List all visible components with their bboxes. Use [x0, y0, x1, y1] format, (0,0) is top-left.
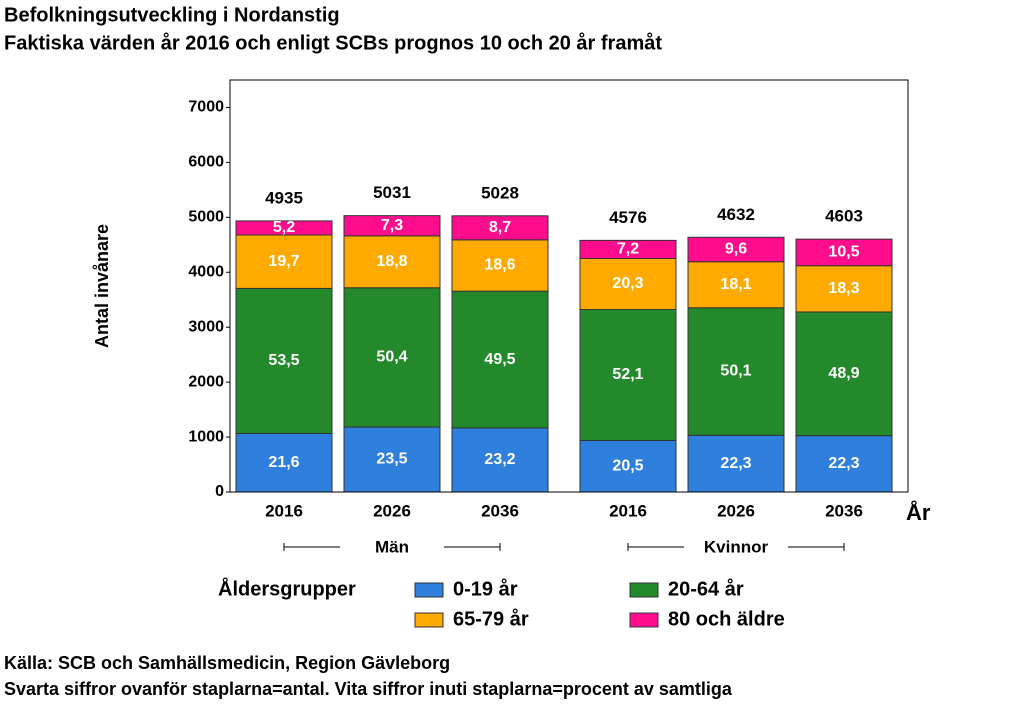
y-tick-label: 6000: [188, 154, 224, 171]
segment-label: 50,1: [720, 363, 751, 380]
bar-segment: [343, 426, 441, 493]
y-tick-label: 4000: [188, 263, 224, 280]
bar-segment: [687, 434, 785, 493]
group-bracket: [627, 543, 845, 551]
y-tick-label: 5000: [188, 209, 224, 226]
segment-label: 22,3: [720, 455, 751, 472]
group-bracket: [283, 543, 501, 551]
segment-label: 10,5: [828, 244, 859, 261]
bar-segment: [451, 427, 549, 493]
legend-swatch: [414, 582, 444, 598]
segment-label: 18,6: [484, 257, 515, 274]
bar-segment: [235, 234, 333, 289]
segment-label: 5,2: [273, 219, 295, 236]
segment-label: 7,2: [617, 241, 639, 258]
bar-segment: [687, 236, 785, 263]
segment-label: 23,5: [376, 451, 407, 468]
bar-segment: [451, 239, 549, 292]
group-label: Män: [375, 537, 409, 556]
segment-label: 22,3: [828, 455, 859, 472]
total-label: 4632: [717, 205, 755, 224]
x-tick-label: 2016: [609, 501, 647, 520]
legend-label: 0-19 år: [453, 577, 518, 600]
bar-segment: [343, 287, 441, 428]
note: Källa: SCB och Samhällsmedicin, Region G…: [4, 653, 450, 673]
legend-swatch: [414, 612, 444, 628]
segment-label: 8,7: [489, 219, 511, 236]
y-axis-label: Antal invånare: [92, 224, 112, 348]
y-tick-label: 1000: [188, 428, 224, 445]
chart-title: Befolkningsutveckling i Nordanstig: [4, 4, 340, 26]
x-tick-label: 2036: [825, 501, 863, 520]
bar-segment: [579, 239, 677, 259]
segment-label: 53,5: [268, 352, 299, 369]
x-tick-label: 2016: [265, 501, 303, 520]
legend-label: 20-64 år: [668, 577, 744, 600]
bar-segment: [795, 311, 893, 437]
bar-segment: [235, 220, 333, 236]
group-label: Kvinnor: [704, 537, 769, 556]
segment-label: 20,3: [612, 275, 643, 292]
legend-swatch: [629, 612, 659, 628]
bar-segment: [451, 290, 549, 429]
bar-segment: [451, 215, 549, 241]
bar-segment: [687, 307, 785, 436]
segment-label: 18,8: [376, 253, 407, 270]
y-tick-label: 3000: [188, 318, 224, 335]
y-tick-label: 7000: [188, 99, 224, 116]
segment-label: 50,4: [376, 349, 407, 366]
segment-label: 7,3: [381, 217, 403, 234]
total-label: 4935: [265, 188, 303, 207]
bar-segment: [687, 261, 785, 309]
bar-segment: [795, 238, 893, 267]
total-label: 4576: [609, 208, 647, 227]
y-tick-label: 0: [215, 483, 224, 500]
segment-label: 18,1: [720, 276, 751, 293]
x-tick-label: 2026: [373, 501, 411, 520]
segment-label: 49,5: [484, 351, 515, 368]
bar-segment: [235, 432, 333, 493]
segment-label: 19,7: [268, 253, 299, 270]
legend-label: 65-79 år: [453, 607, 529, 630]
x-tick-label: 2026: [717, 501, 755, 520]
total-label: 5028: [481, 183, 519, 202]
x-axis-label: År: [906, 499, 931, 525]
bar-segment: [235, 287, 333, 434]
total-label: 4603: [825, 207, 863, 226]
chart-subtitle: Faktiska värden år 2016 och enligt SCBs …: [4, 31, 662, 54]
note: Svarta siffror ovanför staplarna=antal. …: [4, 679, 733, 699]
x-tick-label: 2036: [481, 501, 519, 520]
bar-segment: [579, 309, 677, 441]
legend-label: 80 och äldre: [668, 608, 785, 630]
bar-segment: [343, 215, 441, 237]
segment-label: 21,6: [268, 454, 299, 471]
segment-label: 23,2: [484, 451, 515, 468]
y-tick-label: 2000: [188, 373, 224, 390]
segment-label: 48,9: [828, 365, 859, 382]
plot-frame: [229, 79, 909, 493]
segment-label: 18,3: [828, 280, 859, 297]
bar-segment: [579, 257, 677, 311]
segment-label: 9,6: [725, 241, 747, 258]
legend-title: Åldersgrupper: [218, 576, 356, 600]
bar-segment: [579, 439, 677, 493]
segment-label: 52,1: [612, 366, 643, 383]
segment-label: 20,5: [612, 457, 643, 474]
total-label: 5031: [373, 183, 411, 202]
legend-swatch: [629, 582, 659, 598]
